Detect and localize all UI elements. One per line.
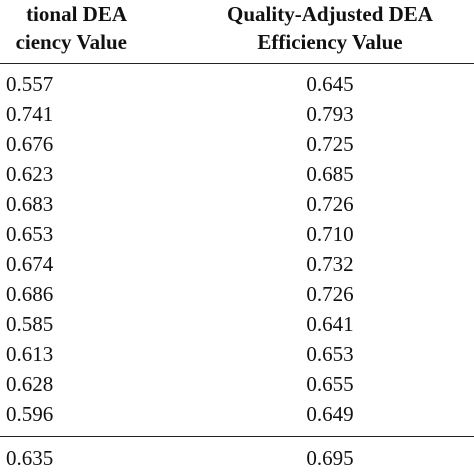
table-row: 0.686 0.726	[0, 279, 474, 309]
traditional-value: 0.585	[6, 312, 54, 336]
quality-adjusted-value: 0.732	[306, 252, 354, 276]
quality-adjusted-value: 0.710	[306, 222, 354, 246]
table-row: 0.741 0.793	[0, 99, 474, 129]
table-row: 0.628 0.655	[0, 369, 474, 399]
header-traditional-line-1: tional DEA	[26, 2, 127, 26]
table-row: 0.676 0.725	[0, 129, 474, 159]
header-traditional-line-2: ciency Value	[15, 30, 127, 54]
quality-adjusted-value: 0.645	[306, 72, 354, 96]
quality-adjusted-value: 0.653	[306, 342, 354, 366]
table-row: 0.653 0.710	[0, 219, 474, 249]
traditional-value: 0.596	[6, 402, 54, 426]
table-row: 0.674 0.732	[0, 249, 474, 279]
header-traditional-dea: tional DEA ciency Value	[16, 0, 127, 56]
table-row: 0.585 0.641	[0, 309, 474, 339]
traditional-value: 0.653	[6, 222, 54, 246]
traditional-value: 0.741	[6, 102, 54, 126]
traditional-value: 0.676	[6, 132, 54, 156]
quality-adjusted-value: 0.655	[306, 372, 354, 396]
table-row: 0.596 0.649	[0, 399, 474, 429]
quality-adjusted-value: 0.685	[306, 162, 354, 186]
quality-adjusted-value: 0.641	[306, 312, 354, 336]
quality-adjusted-value: 0.649	[306, 402, 354, 426]
table-row: 0.613 0.653	[0, 339, 474, 369]
table-row: 0.623 0.685	[0, 159, 474, 189]
summary-row: 0.635 0.695	[0, 443, 474, 473]
table-row: 0.683 0.726	[0, 189, 474, 219]
traditional-value: 0.674	[6, 252, 54, 276]
quality-adjusted-value: 0.725	[306, 132, 354, 156]
header-quality-line-2: Efficiency Value	[257, 30, 403, 54]
quality-adjusted-value: 0.793	[306, 102, 354, 126]
quality-adjusted-value: 0.726	[306, 192, 354, 216]
traditional-value: 0.613	[6, 342, 54, 366]
traditional-value: 0.686	[6, 282, 54, 306]
traditional-value: 0.683	[6, 192, 54, 216]
header-quality-line-1: Quality-Adjusted DEA	[227, 2, 433, 26]
quality-adjusted-value: 0.726	[306, 282, 354, 306]
header-quality-adjusted-dea: Quality-Adjusted DEA Efficiency Value	[227, 0, 433, 56]
table-row: 0.557 0.645	[0, 69, 474, 99]
traditional-value: 0.628	[6, 372, 54, 396]
quality-adjusted-summary-value: 0.695	[306, 446, 354, 470]
traditional-value: 0.623	[6, 162, 54, 186]
header-rule	[0, 63, 474, 64]
traditional-value: 0.557	[6, 72, 54, 96]
summary-rule	[0, 436, 474, 437]
traditional-summary-value: 0.635	[6, 446, 54, 470]
